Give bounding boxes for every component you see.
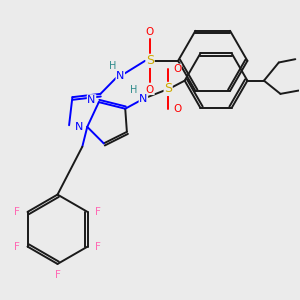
Text: F: F xyxy=(95,242,101,252)
Text: N: N xyxy=(87,95,96,105)
Text: F: F xyxy=(14,242,20,252)
Text: N: N xyxy=(139,94,148,104)
Text: O: O xyxy=(146,27,154,37)
Text: O: O xyxy=(173,64,181,74)
Text: H: H xyxy=(130,85,138,94)
Text: O: O xyxy=(146,85,154,94)
Text: F: F xyxy=(14,207,20,217)
Text: N: N xyxy=(75,122,83,132)
Text: F: F xyxy=(95,207,101,217)
Text: S: S xyxy=(164,82,172,95)
Text: H: H xyxy=(109,61,117,71)
Text: S: S xyxy=(146,54,154,67)
Text: O: O xyxy=(173,104,181,114)
Text: F: F xyxy=(55,269,61,280)
Text: N: N xyxy=(116,71,124,81)
